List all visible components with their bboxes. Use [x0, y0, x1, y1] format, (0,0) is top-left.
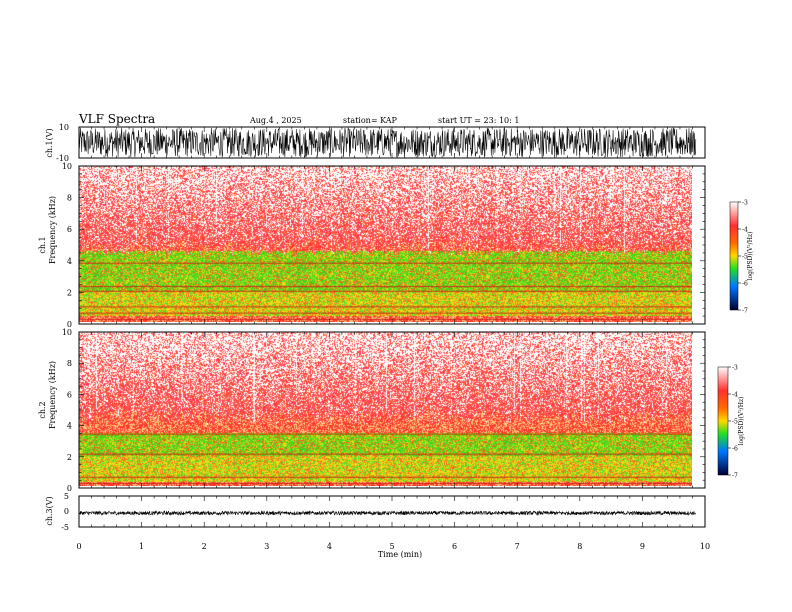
- ch2-spectrogram-ylabel-channel: ch.2: [38, 401, 47, 418]
- ch1-spectrogram-ylabel: Frequency (kHz): [48, 196, 57, 264]
- colorbar-tick-label: -7: [742, 308, 748, 315]
- y-tick-label: 6: [67, 225, 72, 234]
- x-tick-label: 3: [264, 542, 269, 551]
- ch1-waveform-panel: 10 -10 ch.1(V): [45, 123, 706, 163]
- y-tick-label: 10: [62, 162, 72, 171]
- x-axis-tick-labels: 0 1 2 3 4 5 6 7 8 9 10: [76, 542, 710, 551]
- ch1-spectrogram-ylabel-channel: ch.1: [38, 236, 47, 253]
- y-tick-label: 6: [67, 390, 72, 399]
- x-tick-label: 4: [327, 542, 332, 551]
- x-tick-label: 0: [76, 542, 81, 551]
- ch3-ytick-mid: 0: [64, 507, 69, 516]
- x-tick-label: 9: [640, 542, 645, 551]
- ch1-colorbar-ticks: -3 -4 -5 -6 -7: [738, 200, 748, 315]
- y-tick-label: 2: [67, 288, 72, 297]
- ch2-colorbar-label: log(PSD)(V²/Hz): [738, 397, 745, 446]
- ch1-ytick-bottom: -10: [56, 154, 69, 163]
- x-tick-label: 7: [515, 542, 520, 551]
- colorbar-tick-label: -5: [742, 254, 748, 261]
- ch2-colorbar-gradient: [717, 366, 729, 476]
- ch1-waveform-trace: [78, 126, 697, 158]
- ch1-colorbar-gradient: [729, 201, 739, 311]
- ch1-ytick-top: 10: [59, 123, 69, 132]
- station-label: station= KAP: [343, 116, 398, 125]
- ch3-ytick-top: 5: [64, 492, 69, 501]
- y-tick-label: 8: [67, 359, 72, 368]
- ch2-colorbar-ticks: -3 -4 -5 -6 -7: [728, 365, 738, 480]
- colorbar-tick-label: -4: [732, 392, 738, 399]
- x-tick-label: 8: [577, 542, 582, 551]
- colorbar-tick-label: -5: [732, 419, 738, 426]
- ch2-colorbar: -3 -4 -5 -6 -7 log(PSD)(V²/Hz): [717, 365, 745, 480]
- ch2-spectrogram-ylabel: Frequency (kHz): [48, 361, 57, 429]
- x-tick-label: 10: [700, 542, 710, 551]
- ch2-spectrogram-panel: 0 2 4 6 8 10 ch.2 Frequency (kHz): [38, 328, 706, 493]
- y-tick-label: 0: [67, 320, 72, 329]
- colorbar-tick-label: -6: [732, 446, 738, 453]
- ch1-spectrogram-ytick-labels: 0 2 4 6 8 10: [62, 162, 72, 329]
- ch3-waveform-panel: 5 0 -5 ch.3(V): [45, 492, 706, 532]
- x-axis-label: Time (min): [378, 550, 422, 559]
- colorbar-tick-label: -6: [742, 281, 748, 288]
- ch1-spectrogram-ticks: [78, 165, 706, 325]
- ch2-spectrogram-ytick-labels: 0 2 4 6 8 10: [62, 328, 72, 493]
- ch1-ylabel: ch.1(V): [45, 128, 54, 157]
- ch3-ytick-bottom: -5: [61, 523, 69, 532]
- start-time-label: start UT = 23: 10: 1: [438, 116, 519, 125]
- colorbar-tick-label: -3: [742, 200, 748, 207]
- ch3-ylabel: ch.3(V): [45, 496, 54, 525]
- y-tick-label: 4: [67, 422, 72, 431]
- y-tick-label: 4: [67, 257, 72, 266]
- ch1-spectrogram-image: [79, 166, 692, 322]
- figure-title: VLF Spectra: [78, 112, 155, 126]
- y-tick-label: 10: [62, 328, 72, 337]
- ch2-spectrogram-image: [79, 332, 692, 486]
- y-tick-label: 8: [67, 194, 72, 203]
- colorbar-tick-label: -4: [742, 227, 748, 234]
- y-tick-label: 0: [67, 484, 72, 493]
- ch2-spectrogram-ticks: [78, 331, 706, 489]
- x-tick-label: 1: [139, 542, 144, 551]
- x-tick-label: 6: [452, 542, 457, 551]
- colorbar-tick-label: -3: [732, 365, 738, 372]
- ch1-colorbar-label: log(PSD)(V²/Hz): [747, 232, 754, 281]
- y-tick-label: 2: [67, 453, 72, 462]
- ch1-colorbar: -3 -4 -5 -6 -7 log(PSD)(V²/Hz): [729, 200, 754, 315]
- x-tick-label: 2: [202, 542, 207, 551]
- x-tick-label: 5: [389, 542, 394, 551]
- ch3-waveform-trace: [78, 510, 696, 516]
- ch3-waveform-ticks: [78, 496, 706, 527]
- ch1-waveform-ticks: [78, 127, 706, 158]
- colorbar-tick-label: -7: [732, 473, 738, 480]
- ch1-spectrogram-panel: 0 2 4 6 8 10 ch.1 Frequency (kHz): [38, 162, 706, 329]
- date-label: Aug.4 , 2025: [249, 116, 302, 125]
